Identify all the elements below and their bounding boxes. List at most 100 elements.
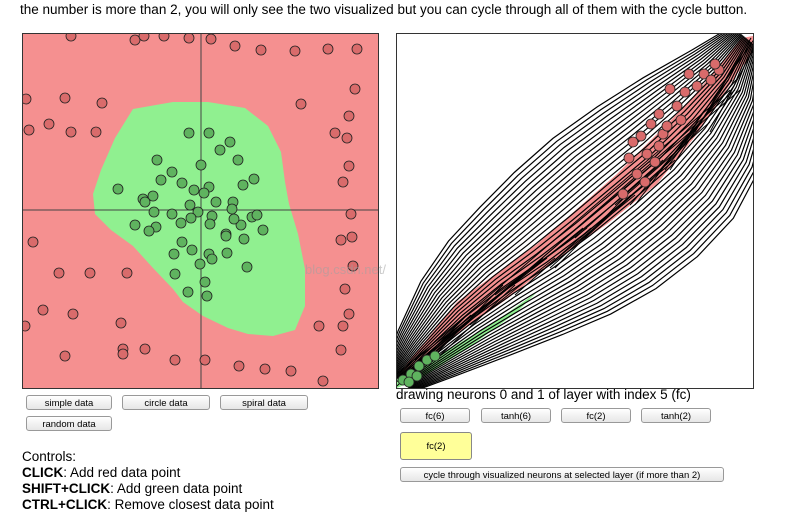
- grid-line: [397, 34, 731, 352]
- data-point: [53, 267, 65, 279]
- data-point: [345, 208, 357, 220]
- watermark: blog.csdn.net/: [305, 262, 386, 277]
- grid-line: [397, 34, 724, 340]
- data-point: [176, 236, 188, 248]
- data-point: [691, 80, 703, 92]
- grid-line: [400, 43, 753, 382]
- grid-line: [397, 34, 739, 363]
- data-point: [649, 156, 661, 168]
- data-point: [343, 110, 355, 122]
- cycle-button[interactable]: cycle through visualized neurons at sele…: [400, 467, 724, 482]
- data-point: [199, 354, 211, 366]
- data-point: [639, 176, 651, 188]
- grid-line: [399, 42, 753, 382]
- data-point: [229, 40, 241, 52]
- data-point: [347, 260, 359, 272]
- data-point: [259, 363, 271, 375]
- data-point: [205, 34, 217, 45]
- grid-line: [402, 89, 741, 377]
- controls-key: CLICK: [22, 465, 64, 480]
- data-point: [661, 120, 673, 132]
- spiral-data-button[interactable]: spiral data: [220, 395, 308, 410]
- controls-desc: : Add red data point: [63, 465, 181, 480]
- grid-line: [404, 72, 753, 386]
- data-point: [158, 34, 170, 42]
- grid-line: [397, 35, 744, 371]
- data-point: [237, 179, 249, 191]
- data-point: [705, 74, 717, 86]
- data-point: [698, 68, 710, 80]
- data-point: [37, 304, 49, 316]
- grid-line: [397, 34, 721, 336]
- data-point: [138, 34, 150, 42]
- data-point: [143, 225, 155, 237]
- data-point: [194, 258, 206, 270]
- simple-data-button[interactable]: simple data: [26, 395, 112, 410]
- data-point: [617, 188, 629, 200]
- data-point: [226, 203, 238, 215]
- selected-layer-button[interactable]: fc(2): [400, 432, 472, 460]
- data-point: [206, 253, 218, 265]
- data-point: [285, 365, 297, 377]
- data-point: [220, 230, 232, 242]
- neuron-space-canvas: [396, 33, 754, 389]
- decision-boundary-canvas[interactable]: [22, 33, 379, 389]
- data-point: [329, 127, 341, 139]
- layer-button-fc6[interactable]: fc(6): [400, 408, 470, 423]
- data-point: [186, 244, 198, 256]
- controls-key: SHIFT+CLICK: [22, 481, 111, 496]
- data-point: [183, 34, 195, 44]
- data-point: [232, 154, 244, 166]
- grid-line: [574, 159, 664, 239]
- controls-desc: : Remove closest data point: [107, 497, 274, 512]
- data-point: [166, 208, 178, 220]
- data-point: [349, 83, 361, 95]
- data-point: [295, 98, 307, 110]
- grid-line: [403, 58, 753, 385]
- grid-line: [397, 39, 749, 379]
- grid-line: [418, 171, 753, 388]
- grid-line: [434, 284, 516, 361]
- transformed-points: [397, 58, 725, 388]
- controls-title: Controls:: [22, 449, 77, 464]
- layer-button-fc2[interactable]: fc(2): [561, 408, 631, 423]
- data-point: [84, 267, 96, 279]
- circle-data-button[interactable]: circle data: [122, 395, 210, 410]
- layer-button-tanh6[interactable]: tanh(6): [481, 408, 551, 423]
- data-point: [675, 114, 687, 126]
- grid-line: [409, 128, 753, 388]
- grid-line: [411, 138, 753, 388]
- data-point: [343, 160, 355, 172]
- data-point: [192, 206, 204, 218]
- data-point: [679, 86, 691, 98]
- data-point: [635, 130, 647, 142]
- data-point: [121, 267, 133, 279]
- layer-button-tanh2[interactable]: tanh(2): [641, 408, 711, 423]
- data-point: [248, 173, 260, 185]
- grid-line: [469, 257, 556, 326]
- controls-key: CTRL+CLICK: [22, 497, 108, 512]
- grid-line: [397, 37, 747, 376]
- data-point: [148, 206, 160, 218]
- grid-line: [415, 161, 753, 388]
- data-point: [67, 308, 79, 320]
- data-point: [623, 152, 635, 164]
- data-point: [664, 83, 676, 95]
- data-point: [59, 350, 71, 362]
- data-point: [210, 196, 222, 208]
- data-point: [221, 247, 233, 259]
- data-point: [201, 290, 213, 302]
- controls-line-shift-click: SHIFT+CLICK: Add green data point: [22, 481, 274, 497]
- grid-line: [634, 121, 699, 206]
- data-point: [233, 360, 245, 372]
- data-point: [23, 320, 31, 332]
- random-data-button[interactable]: random data: [26, 416, 112, 431]
- grid-line: [400, 45, 753, 383]
- data-point: [198, 187, 210, 199]
- data-point: [59, 92, 71, 104]
- data-point: [224, 136, 236, 148]
- data-point: [214, 144, 226, 156]
- data-point: [337, 176, 349, 188]
- data-point: [203, 127, 215, 139]
- data-point: [188, 184, 200, 196]
